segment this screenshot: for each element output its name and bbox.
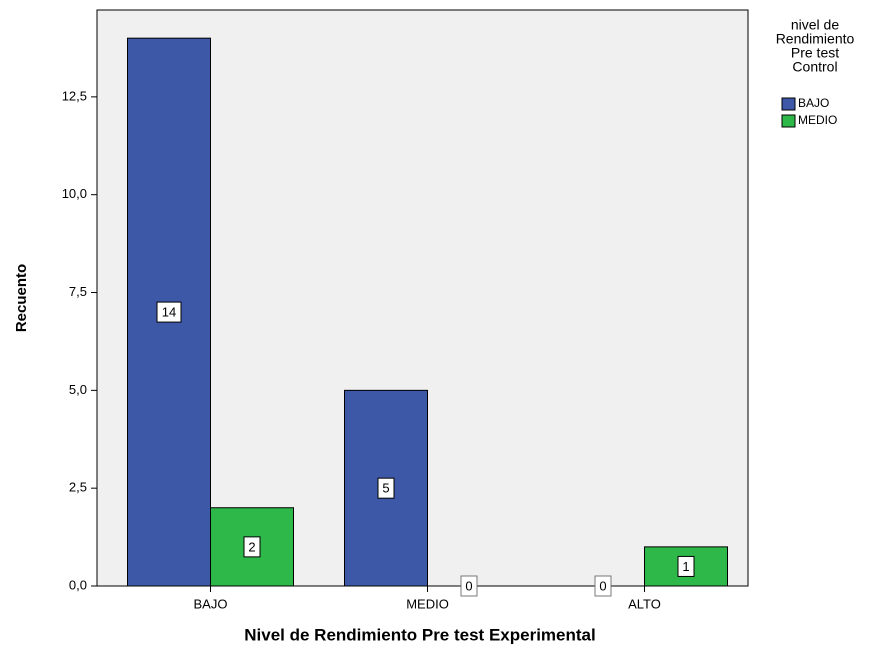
y-tick-label: 12,5	[62, 88, 87, 103]
legend-title: nivel de	[791, 17, 839, 33]
legend-label: MEDIO	[798, 113, 837, 127]
data-label: 0	[599, 578, 606, 593]
data-label-box	[156, 301, 182, 323]
x-tick-label: MEDIO	[406, 596, 449, 611]
legend-title: Rendimiento	[776, 31, 855, 47]
x-axis-label: Nivel de Rendimiento Pre test Experiment…	[244, 625, 595, 644]
y-tick-label: 7,5	[69, 284, 87, 299]
data-label-box	[243, 536, 261, 558]
legend-swatch	[781, 97, 796, 111]
data-label: 2	[248, 539, 255, 554]
data-label-box	[460, 575, 478, 597]
legend-swatch	[781, 114, 796, 128]
data-label: 0	[465, 578, 472, 593]
y-tick-label: 10,0	[62, 186, 87, 201]
y-tick-label: 5,0	[69, 382, 87, 397]
y-axis-label: Recuento	[13, 264, 30, 332]
legend-title: Control	[792, 59, 837, 75]
data-label-box	[677, 555, 695, 577]
legend-title: Pre test	[791, 45, 839, 61]
y-tick-label: 0,0	[69, 577, 87, 592]
legend-label: BAJO	[798, 96, 829, 110]
x-tick-label: BAJO	[194, 596, 228, 611]
y-tick-label: 2,5	[69, 480, 87, 495]
x-tick-label: ALTO	[628, 596, 661, 611]
data-label-box	[377, 477, 395, 499]
data-label-box	[594, 575, 612, 597]
data-label: 1	[682, 559, 689, 574]
data-label: 5	[382, 481, 389, 496]
data-label: 14	[162, 305, 176, 320]
